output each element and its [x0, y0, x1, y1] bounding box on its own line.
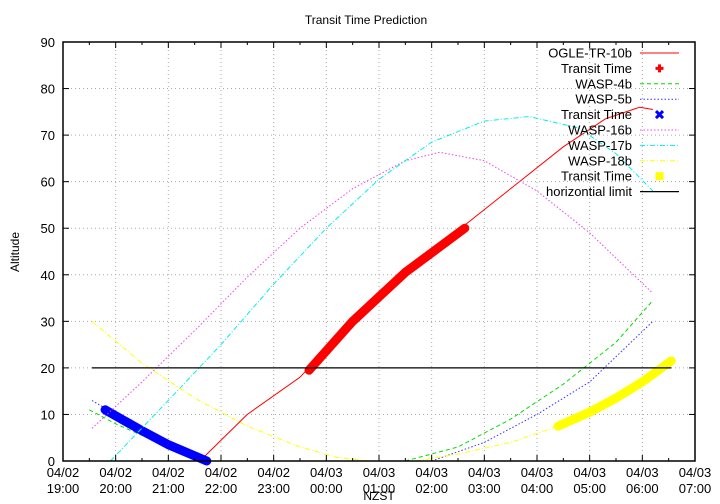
chart-title: Transit Time Prediction: [305, 13, 427, 27]
series-wasp-18b: [91, 320, 559, 462]
x-tick-time: 07:00: [679, 481, 712, 496]
x-tick-time: 20:00: [99, 481, 132, 496]
plus-marker-icon: [655, 64, 664, 73]
y-axis-label: Altitude: [8, 232, 22, 272]
cross-marker-icon: [654, 110, 665, 120]
legend-label: WASP-4b: [575, 76, 632, 91]
y-tick-label: 80: [41, 82, 55, 97]
legend-label: WASP-5b: [575, 92, 632, 107]
x-tick-time: 22:00: [205, 481, 238, 496]
x-tick-time: 19:00: [47, 481, 80, 496]
y-tick-label: 20: [41, 361, 55, 376]
x-tick-date: 04/02: [205, 465, 238, 480]
x-tick-time: 01:00: [363, 481, 396, 496]
x-tick-date: 04/03: [679, 465, 712, 480]
x-tick-time: 05:00: [573, 481, 606, 496]
legend-label: WASP-17b: [568, 138, 632, 153]
x-tick-date: 04/03: [626, 465, 659, 480]
x-tick-date: 04/02: [99, 465, 132, 480]
series-transit-time: [304, 223, 470, 375]
y-tick-label: 60: [41, 175, 55, 190]
series-transit-time: [553, 356, 676, 431]
axis-ticks: 010203040506070809004/0219:0004/0220:000…: [41, 35, 712, 496]
x-tick-time: 21:00: [152, 481, 185, 496]
x-tick-date: 04/03: [521, 465, 554, 480]
y-tick-label: 10: [41, 407, 55, 422]
legend-label: Transit Time: [561, 107, 632, 122]
legend-label: horizontial limit: [546, 184, 632, 199]
legend-label: Transit Time: [561, 169, 632, 184]
series-wasp-4b: [89, 300, 654, 462]
x-tick-date: 04/03: [310, 465, 343, 480]
x-tick-date: 04/03: [468, 465, 501, 480]
legend-label: OGLE-TR-10b: [548, 46, 632, 61]
y-tick-label: 40: [41, 268, 55, 283]
y-tick-label: 30: [41, 314, 55, 329]
legend-label: WASP-16b: [568, 123, 632, 138]
series-wasp-16b: [91, 151, 654, 429]
x-tick-time: 23:00: [257, 481, 290, 496]
x-tick-time: 06:00: [626, 481, 659, 496]
y-tick-label: 70: [41, 128, 55, 143]
legend-label: WASP-18b: [568, 153, 632, 168]
y-tick-label: 0: [48, 454, 55, 469]
series-wasp-17b: [110, 116, 654, 462]
x-tick-date: 04/03: [363, 465, 396, 480]
x-tick-date: 04/02: [47, 465, 80, 480]
y-tick-label: 90: [41, 35, 55, 50]
square-marker-icon: [655, 172, 664, 181]
legend-label: Transit Time: [561, 61, 632, 76]
data-series: [89, 106, 676, 466]
series-transit-time: [100, 405, 212, 466]
series-wasp-5b: [91, 320, 654, 462]
x-tick-time: 03:00: [468, 481, 501, 496]
x-tick-date: 04/02: [152, 465, 185, 480]
x-tick-date: 04/02: [257, 465, 290, 480]
x-tick-time: 04:00: [521, 481, 554, 496]
x-tick-time: 02:00: [415, 481, 448, 496]
x-axis-label: NZST: [363, 489, 395, 503]
y-tick-label: 50: [41, 221, 55, 236]
x-tick-date: 04/03: [415, 465, 448, 480]
x-tick-date: 04/03: [573, 465, 606, 480]
x-tick-time: 00:00: [310, 481, 343, 496]
